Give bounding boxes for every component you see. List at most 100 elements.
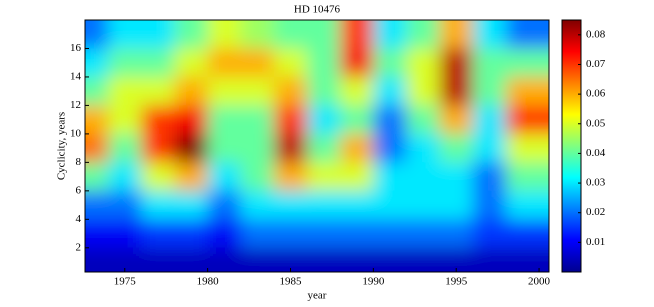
heat-cell <box>307 133 341 163</box>
heat-cell <box>373 190 407 220</box>
heat-cell <box>406 247 441 272</box>
x-tick-label: 1975 <box>114 276 137 288</box>
heat-cell <box>472 162 507 192</box>
y-tick-label: 6 <box>76 184 82 196</box>
heat-cell <box>307 48 341 78</box>
heat-cell <box>141 105 175 135</box>
heat-cell <box>141 219 175 249</box>
colorbar <box>561 19 582 273</box>
chart-title: HD 10476 <box>294 4 341 16</box>
heat-cell <box>174 20 209 49</box>
heat-cell <box>406 162 441 192</box>
y-tick-label: 14 <box>70 70 82 82</box>
heat-cell <box>174 76 209 106</box>
heat-cell <box>340 247 374 272</box>
heat-cell <box>174 162 209 192</box>
heat-cell <box>406 76 441 106</box>
heat-cell <box>505 219 549 249</box>
heat-cell <box>108 247 142 272</box>
heat-cell <box>307 162 341 192</box>
heat-cell <box>108 190 142 220</box>
heat-cell <box>307 20 341 49</box>
y-tick-label: 8 <box>76 156 82 168</box>
heat-cell <box>439 190 474 220</box>
heat-cell <box>472 133 507 163</box>
heat-cell <box>340 76 374 106</box>
heat-cell <box>273 219 308 249</box>
colorbar-tick-label: 0.06 <box>586 88 606 100</box>
heat-cell <box>174 105 209 135</box>
heat-cell <box>108 133 142 163</box>
heat-cell <box>240 48 275 78</box>
heat-cell <box>141 162 175 192</box>
heat-cell <box>273 76 308 106</box>
heat-cell <box>85 247 109 272</box>
heat-cell <box>207 48 242 78</box>
heat-cell <box>108 162 142 192</box>
heat-cell <box>141 247 175 272</box>
heat-cell <box>108 105 142 135</box>
heat-cell <box>505 190 549 220</box>
y-tick-label: 16 <box>70 42 82 54</box>
heat-cell <box>406 20 441 49</box>
heat-cell <box>472 105 507 135</box>
heat-cell <box>108 76 142 106</box>
heat-cell <box>174 219 209 249</box>
heat-cell <box>472 190 507 220</box>
heat-cell <box>439 133 474 163</box>
colorbar-tick-label: 0.03 <box>586 177 606 189</box>
heat-cell <box>273 190 308 220</box>
heat-cell <box>505 105 549 135</box>
heat-cell <box>373 133 407 163</box>
heat-cell <box>207 76 242 106</box>
heat-cell <box>141 190 175 220</box>
heat-cell <box>141 20 175 49</box>
heat-cell <box>472 219 507 249</box>
colorbar-tick-label: 0.01 <box>586 236 605 248</box>
heat-cell <box>340 105 374 135</box>
heat-cell <box>505 76 549 106</box>
heat-cell <box>406 190 441 220</box>
heat-cell <box>307 247 341 272</box>
heat-cell <box>340 190 374 220</box>
heat-cell <box>207 219 242 249</box>
heat-cell <box>85 20 109 49</box>
heat-cell <box>373 105 407 135</box>
heat-cell <box>141 133 175 163</box>
heat-cell <box>240 247 275 272</box>
heat-cell <box>307 219 341 249</box>
heat-cell <box>373 247 407 272</box>
y-tick-label: 4 <box>76 213 82 225</box>
heat-cell <box>273 247 308 272</box>
heat-cell <box>174 190 209 220</box>
heat-cell <box>505 162 549 192</box>
heat-cell <box>240 76 275 106</box>
plot-area <box>85 20 549 272</box>
heat-cell <box>85 190 109 220</box>
heat-cell <box>307 190 341 220</box>
colorbar-tick-label: 0.07 <box>586 58 606 70</box>
heat-cell <box>207 190 242 220</box>
heat-cell <box>340 48 374 78</box>
heat-cell <box>307 76 341 106</box>
heat-cell <box>207 162 242 192</box>
heat-cell <box>108 20 142 49</box>
heat-cell <box>240 162 275 192</box>
heat-cell <box>439 20 474 49</box>
heat-cell <box>373 219 407 249</box>
y-tick-label: 12 <box>70 99 81 111</box>
heat-cell <box>472 76 507 106</box>
heat-cell <box>240 190 275 220</box>
heat-cell <box>439 162 474 192</box>
heat-cell <box>340 162 374 192</box>
heat-cell <box>340 20 374 49</box>
y-tick-label: 10 <box>70 127 82 139</box>
x-tick-label: 2000 <box>528 276 551 288</box>
heat-cell <box>273 48 308 78</box>
x-tick-label: 1980 <box>197 276 220 288</box>
heat-cell <box>240 219 275 249</box>
heat-cell <box>85 133 109 163</box>
heat-cell <box>85 105 109 135</box>
x-tick-label: 1990 <box>362 276 385 288</box>
